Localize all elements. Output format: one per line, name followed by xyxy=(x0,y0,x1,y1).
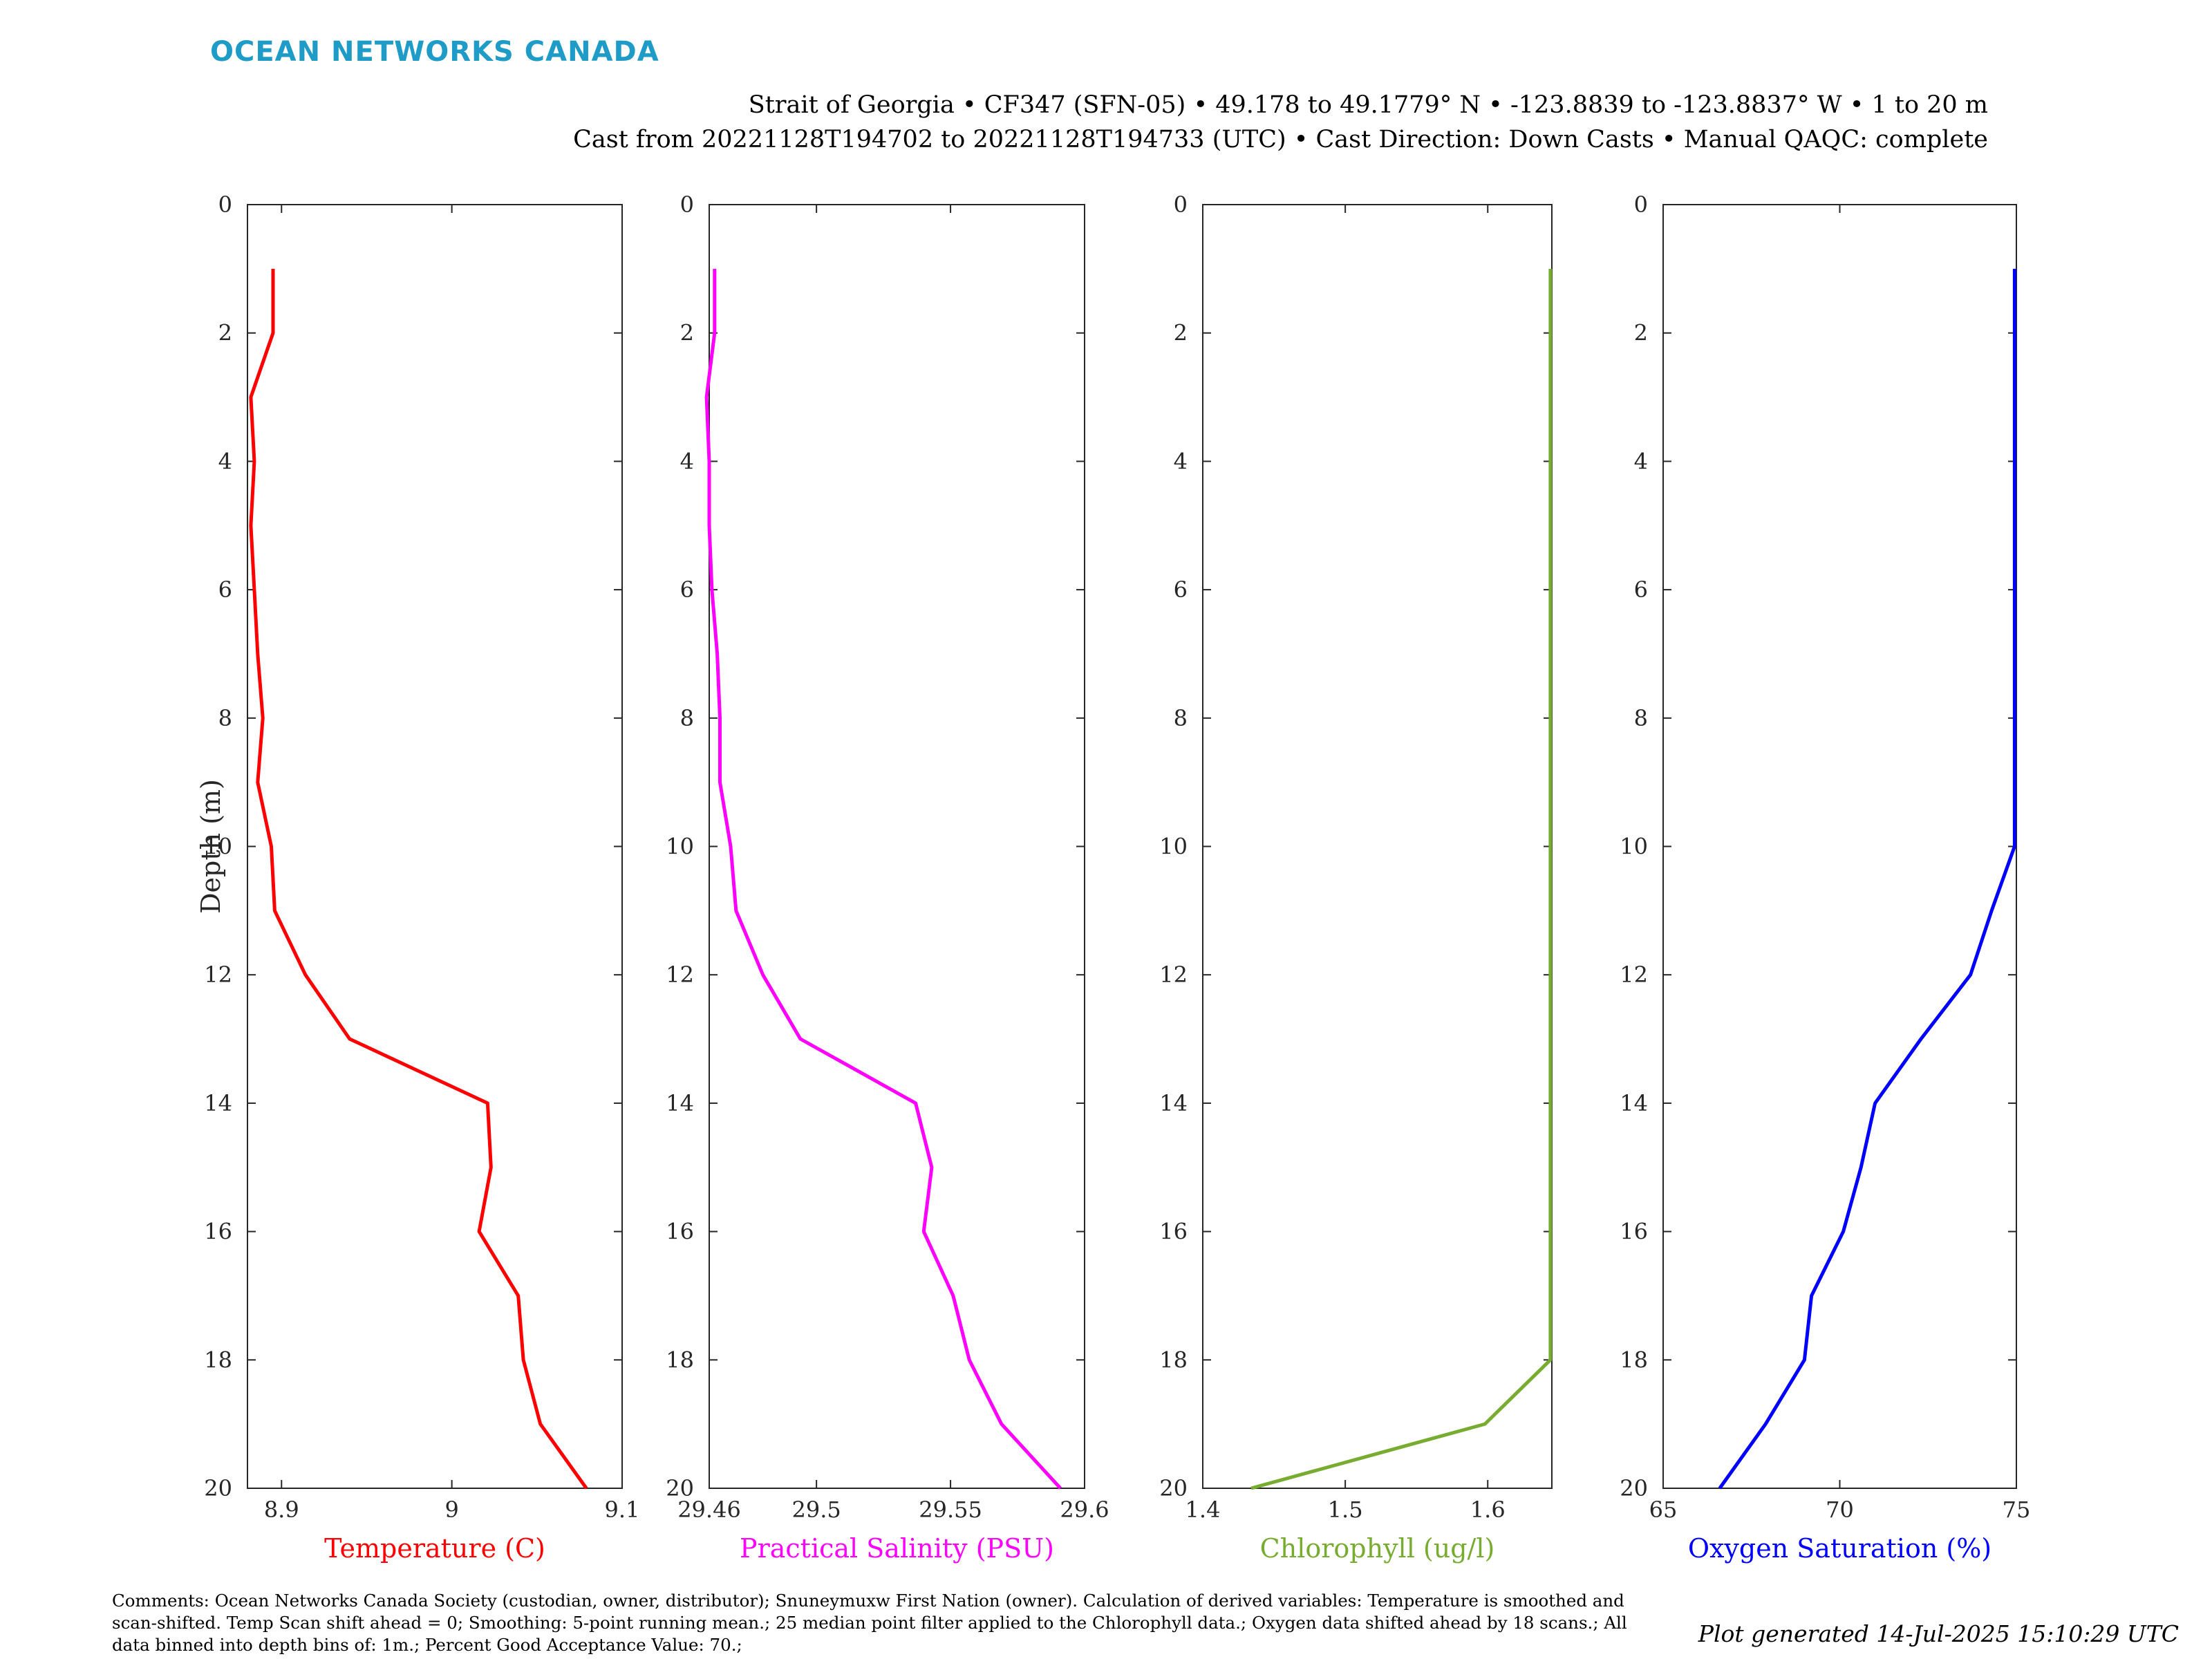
y-tick-label: 20 xyxy=(1620,1475,1648,1501)
y-tick-label: 10 xyxy=(1620,834,1648,860)
x-axis-label: Chlorophyll (ug/l) xyxy=(1260,1533,1495,1564)
y-tick-label: 10 xyxy=(666,834,694,860)
plot-frame xyxy=(1202,204,1553,1489)
brand-logo: OCEAN NETWORKS CANADA xyxy=(210,36,659,68)
y-tick-label: 10 xyxy=(1159,834,1188,860)
x-tick-label: 70 xyxy=(1826,1497,1854,1523)
y-tick-label: 10 xyxy=(204,834,232,860)
y-tick-label: 6 xyxy=(1174,577,1188,603)
y-tick-label: 6 xyxy=(1634,577,1648,603)
y-tick-label: 20 xyxy=(1159,1475,1188,1501)
y-tick-label: 4 xyxy=(1174,448,1188,474)
y-tick-label: 16 xyxy=(1620,1219,1648,1245)
x-axis-label: Oxygen Saturation (%) xyxy=(1688,1533,1991,1564)
x-tick-label: 8.9 xyxy=(264,1497,299,1523)
y-tick-label: 12 xyxy=(666,962,694,988)
y-tick-label: 0 xyxy=(218,191,232,218)
chart-title-line1: Strait of Georgia • CF347 (SFN-05) • 49.… xyxy=(748,91,1988,119)
plot-frame xyxy=(709,204,1085,1489)
y-tick-label: 4 xyxy=(218,448,232,474)
plot-frame xyxy=(1662,204,2017,1489)
y-tick-label: 2 xyxy=(1174,320,1188,346)
x-tick-label: 65 xyxy=(1649,1497,1678,1523)
y-tick-label: 16 xyxy=(204,1219,232,1245)
y-tick-label: 12 xyxy=(1159,962,1188,988)
y-tick-label: 4 xyxy=(1634,448,1648,474)
y-tick-label: 18 xyxy=(1620,1347,1648,1373)
y-tick-label: 8 xyxy=(1174,705,1188,731)
y-tick-label: 12 xyxy=(204,962,232,988)
y-tick-label: 6 xyxy=(218,577,232,603)
y-tick-label: 18 xyxy=(204,1347,232,1373)
y-tick-label: 16 xyxy=(1159,1219,1188,1245)
plot-generated-text: Plot generated 14-Jul-2025 15:10:29 UTC xyxy=(1698,1620,2179,1647)
y-tick-label: 6 xyxy=(680,577,694,603)
y-tick-label: 2 xyxy=(680,320,694,346)
y-tick-label: 0 xyxy=(1174,191,1188,218)
x-tick-label: 1.6 xyxy=(1470,1497,1506,1523)
series-line xyxy=(249,268,588,1490)
chart-title-line2: Cast from 20221128T194702 to 20221128T19… xyxy=(573,126,1988,153)
x-tick-label: 1.5 xyxy=(1328,1497,1363,1523)
y-tick-label: 18 xyxy=(666,1347,694,1373)
y-tick-label: 14 xyxy=(666,1090,694,1116)
y-tick-label: 8 xyxy=(680,705,694,731)
y-tick-label: 2 xyxy=(1634,320,1648,346)
y-tick-label: 20 xyxy=(204,1475,232,1501)
y-tick-label: 20 xyxy=(666,1475,694,1501)
x-tick-label: 1.4 xyxy=(1185,1497,1221,1523)
x-tick-label: 9 xyxy=(444,1497,458,1523)
y-tick-label: 4 xyxy=(680,448,694,474)
y-tick-label: 0 xyxy=(680,191,694,218)
x-tick-label: 29.6 xyxy=(1060,1497,1109,1523)
x-tick-label: 29.5 xyxy=(792,1497,841,1523)
y-tick-label: 14 xyxy=(1159,1090,1188,1116)
x-axis-label: Practical Salinity (PSU) xyxy=(740,1533,1054,1564)
y-tick-label: 8 xyxy=(1634,705,1648,731)
series-line xyxy=(1718,268,2016,1490)
y-axis-label: Depth (m) xyxy=(196,779,226,914)
y-tick-label: 0 xyxy=(1634,191,1648,218)
y-tick-label: 8 xyxy=(218,705,232,731)
x-tick-label: 29.46 xyxy=(677,1497,741,1523)
y-tick-label: 18 xyxy=(1159,1347,1188,1373)
series-line xyxy=(704,268,1062,1490)
y-tick-label: 16 xyxy=(666,1219,694,1245)
x-axis-label: Temperature (C) xyxy=(324,1533,545,1564)
y-tick-label: 14 xyxy=(1620,1090,1648,1116)
y-tick-label: 14 xyxy=(204,1090,232,1116)
x-tick-label: 9.1 xyxy=(605,1497,640,1523)
series-line xyxy=(1250,268,1553,1490)
x-tick-label: 75 xyxy=(2003,1497,2031,1523)
comments-text: Comments: Ocean Networks Canada Society … xyxy=(112,1591,1627,1655)
x-tick-label: 29.55 xyxy=(919,1497,982,1523)
y-tick-label: 2 xyxy=(218,320,232,346)
y-tick-label: 12 xyxy=(1620,962,1648,988)
plot-frame xyxy=(247,204,623,1489)
